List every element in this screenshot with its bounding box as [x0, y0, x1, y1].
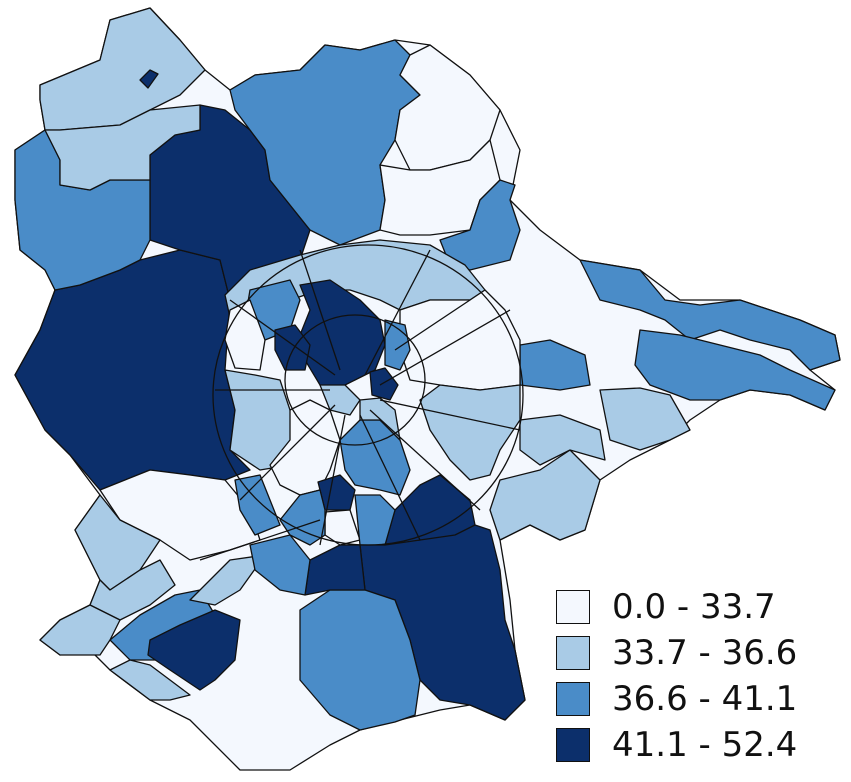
- map-region: [384, 474, 476, 546]
- map-region: [369, 367, 399, 401]
- map-region: [419, 384, 521, 481]
- map-region: [579, 259, 841, 371]
- inner-ring: [284, 314, 426, 446]
- map-region: [234, 474, 281, 536]
- map-region: [319, 384, 361, 416]
- road-line: [379, 399, 521, 431]
- map-region: [147, 609, 241, 691]
- legend-label: 41.1 - 52.4: [612, 725, 798, 765]
- map-region: [489, 449, 601, 541]
- road-line: [369, 409, 481, 511]
- map-region: [189, 554, 266, 606]
- map-region: [39, 604, 121, 656]
- road-line: [394, 299, 471, 351]
- legend-item: 36.6 - 41.1: [556, 678, 846, 720]
- map-region: [634, 329, 836, 411]
- map-region: [599, 387, 691, 451]
- map-region: [139, 69, 159, 89]
- road-line: [229, 299, 336, 376]
- ring-road: [212, 244, 524, 546]
- map-region: [44, 104, 201, 191]
- road-line: [239, 404, 336, 501]
- map-region: [274, 324, 311, 371]
- road-line: [299, 249, 341, 371]
- legend-swatch: [556, 682, 590, 716]
- legend-label: 33.7 - 36.6: [612, 633, 798, 673]
- legend-swatch: [556, 590, 590, 624]
- road-line: [364, 249, 431, 376]
- map-region: [109, 659, 191, 701]
- map-region: [354, 494, 396, 546]
- legend-item: 33.7 - 36.6: [556, 632, 846, 674]
- road-line: [379, 309, 511, 386]
- map-region: [519, 414, 606, 466]
- map-region: [229, 39, 421, 246]
- legend-item: 41.1 - 52.4: [556, 724, 846, 766]
- legend-swatch: [556, 636, 590, 670]
- legend-label: 0.0 - 33.7: [612, 587, 776, 627]
- road-line: [359, 414, 421, 541]
- map-legend: 0.0 - 33.7 33.7 - 36.6 36.6 - 41.1 41.1 …: [556, 586, 846, 770]
- legend-item: 0.0 - 33.7: [556, 586, 846, 628]
- road-line: [319, 414, 346, 546]
- map-region: [279, 489, 326, 546]
- legend-swatch: [556, 728, 590, 762]
- road-line: [199, 519, 321, 561]
- legend-label: 36.6 - 41.1: [612, 679, 798, 719]
